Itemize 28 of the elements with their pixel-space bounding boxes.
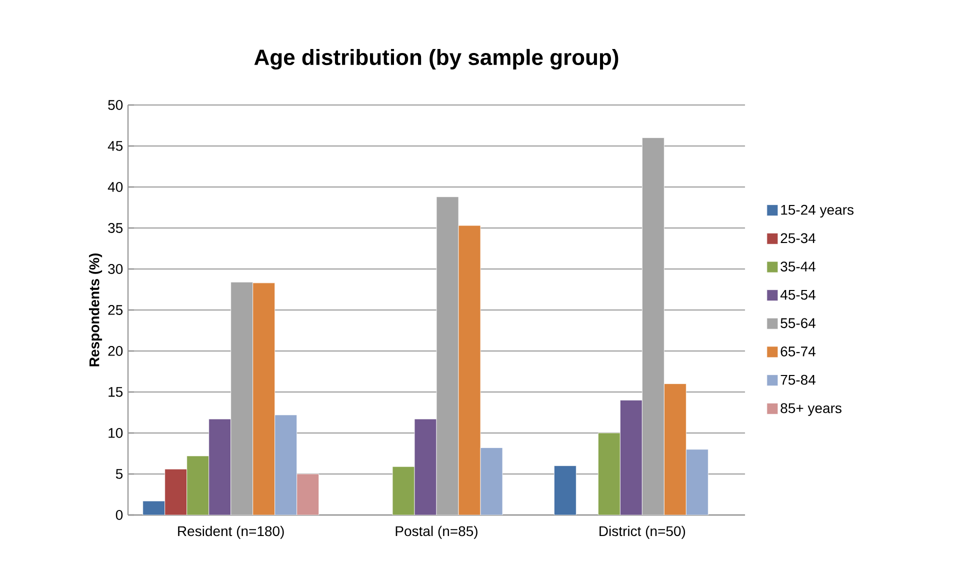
- y-tick-label: 10: [108, 428, 123, 438]
- legend-label: 65-74: [780, 346, 816, 356]
- y-tick-label: 5: [116, 469, 123, 479]
- bar: [620, 400, 642, 515]
- legend-label: 15-24 years: [781, 204, 854, 218]
- y-axis-title: Respondents (%): [88, 254, 102, 366]
- legend-label: 85+ years: [780, 403, 842, 416]
- y-tick-label: 0: [116, 510, 123, 520]
- chart-title: Age distribution (by sample group): [254, 48, 618, 70]
- x-tick-label: Postal (n=85): [396, 526, 478, 539]
- y-tick-label: 30: [108, 264, 123, 274]
- bar: [414, 418, 437, 515]
- y-tick-label: 20: [108, 346, 123, 356]
- legend-label: 55-64: [780, 318, 816, 328]
- y-tick-label: 40: [108, 182, 123, 192]
- legend-label: 25-34: [780, 233, 816, 244]
- legend-label: 45-54: [780, 290, 816, 300]
- x-tick-label: Resident (n=180): [178, 526, 284, 539]
- y-tick-label: 15: [108, 387, 123, 397]
- legend-label: 35-44: [780, 262, 816, 272]
- legend-label: 75-84: [780, 374, 816, 385]
- bar: [554, 466, 576, 515]
- y-tick-label: 35: [108, 223, 123, 233]
- x-tick-label: District (n=50): [600, 526, 686, 539]
- bar: [208, 418, 232, 515]
- y-tick-label: 25: [108, 305, 123, 315]
- y-tick-label: 50: [108, 100, 123, 110]
- y-tick-label: 45: [108, 141, 123, 151]
